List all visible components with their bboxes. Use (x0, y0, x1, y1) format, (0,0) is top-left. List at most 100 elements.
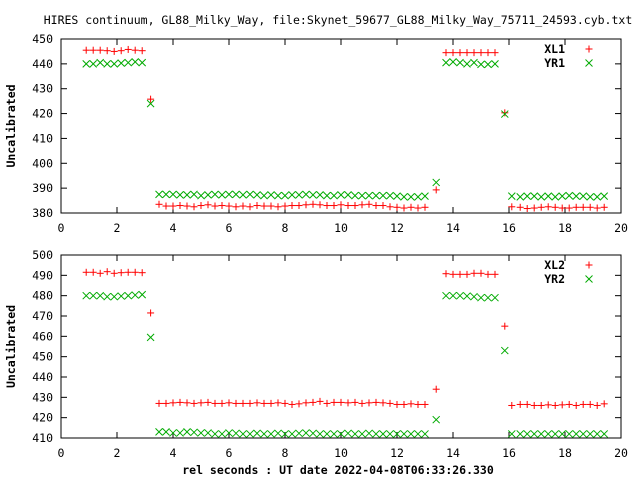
data-point (414, 400, 422, 408)
data-point (579, 203, 587, 211)
y-axis-label: Uncalibrated (4, 84, 18, 167)
data-point (484, 293, 492, 302)
y-tick-label: 480 (32, 289, 53, 303)
data-point (295, 400, 303, 408)
data-point (204, 191, 212, 199)
data-point (197, 202, 205, 210)
data-point (600, 203, 608, 211)
data-point (124, 268, 132, 276)
data-point (551, 430, 560, 438)
data-point (274, 399, 282, 407)
data-point (146, 99, 155, 108)
data-point (565, 191, 574, 200)
data-point (463, 270, 471, 278)
data-point (330, 191, 338, 200)
data-point (89, 60, 98, 68)
data-point (523, 430, 532, 438)
data-point (449, 49, 457, 57)
data-point (110, 60, 119, 68)
data-point (572, 203, 580, 211)
data-point (176, 202, 184, 210)
data-point (281, 430, 289, 438)
data-point (162, 190, 170, 199)
data-point (323, 202, 331, 210)
data-point (169, 399, 177, 407)
data-point (117, 47, 125, 55)
data-point (330, 398, 338, 406)
data-point (565, 400, 573, 408)
data-point (393, 192, 401, 200)
data-point (500, 346, 509, 355)
data-point (379, 399, 387, 407)
data-point (484, 49, 492, 57)
data-point (456, 270, 464, 278)
data-point (400, 430, 408, 438)
legend-marker (585, 45, 593, 53)
data-point (204, 201, 212, 209)
data-point (344, 399, 352, 407)
x-tick-label: 2 (114, 446, 121, 460)
y-tick-label: 410 (32, 431, 53, 445)
series-XL1 (82, 45, 608, 213)
data-point (477, 49, 485, 57)
data-point (260, 202, 268, 210)
data-point (138, 47, 146, 55)
data-point (169, 429, 177, 437)
data-point (274, 429, 282, 438)
data-point (239, 399, 247, 407)
data-point (407, 430, 415, 438)
data-point (190, 428, 198, 437)
data-point (288, 430, 296, 438)
data-point (351, 430, 359, 438)
data-point (365, 399, 373, 407)
x-tick-label: 6 (226, 446, 233, 460)
data-point (117, 269, 125, 277)
x-tick-label: 10 (334, 221, 348, 235)
y-axis-label: Uncalibrated (4, 305, 18, 388)
data-point (379, 430, 387, 438)
data-point (530, 401, 538, 409)
data-point (103, 268, 111, 276)
data-point (565, 204, 573, 212)
data-point (96, 46, 104, 54)
data-point (138, 290, 147, 299)
data-point (183, 428, 191, 436)
data-point (523, 400, 531, 408)
data-point (432, 415, 441, 424)
x-tick-label: 12 (390, 446, 404, 460)
data-point (155, 200, 163, 208)
data-point (131, 268, 139, 276)
data-point (239, 430, 247, 438)
data-point (204, 398, 212, 406)
data-point (323, 430, 331, 438)
data-point (414, 204, 422, 212)
data-point (414, 192, 422, 201)
data-point (169, 202, 177, 210)
x-tick-label: 18 (558, 446, 572, 460)
data-point (330, 202, 338, 210)
y-tick-label: 430 (32, 390, 53, 404)
x-tick-label: 4 (170, 446, 177, 460)
data-point (421, 400, 429, 408)
y-tick-label: 500 (32, 248, 53, 262)
data-point (516, 203, 524, 211)
data-point (82, 46, 90, 54)
data-point (593, 401, 601, 409)
data-point (456, 58, 464, 67)
data-point (491, 270, 499, 278)
data-point (337, 430, 345, 438)
chart-title: HIRES continuum, GL88_Milky_Way, file:Sk… (44, 13, 633, 27)
data-point (365, 200, 373, 208)
y-tick-label: 410 (32, 131, 53, 145)
data-point (530, 430, 539, 438)
x-tick-label: 6 (226, 221, 233, 235)
x-tick-label: 12 (390, 221, 404, 235)
data-point (147, 309, 155, 317)
data-point (288, 202, 296, 210)
data-point (351, 202, 359, 210)
data-point (558, 430, 567, 438)
data-point (176, 191, 184, 199)
x-tick-label: 14 (446, 221, 460, 235)
data-point (544, 430, 553, 438)
